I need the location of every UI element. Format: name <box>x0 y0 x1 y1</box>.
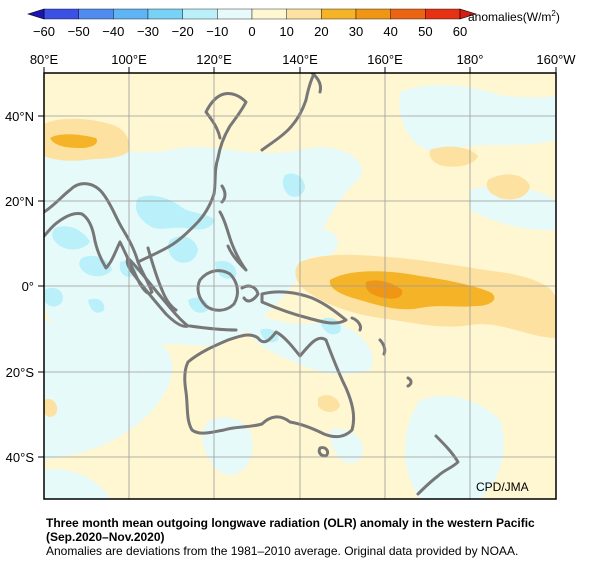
caption: Three month mean outgoing longwave radia… <box>46 516 596 559</box>
very-strong-positive-anomaly-areas <box>365 280 403 299</box>
colorbar-tick-label: −60 <box>33 24 55 39</box>
lon-label: 160°E <box>367 52 403 67</box>
coast-malay <box>146 246 178 312</box>
colorbar-tick-label: 0 <box>248 24 255 39</box>
colorbar-tick-label: −20 <box>172 24 194 39</box>
coast-kamchatka <box>310 73 322 94</box>
weak-negative-anomaly-areas <box>44 84 556 499</box>
coast-china <box>136 92 248 264</box>
caption-note: Anomalies are deviations from the 1981–2… <box>46 544 519 558</box>
coast-borneo <box>196 269 239 312</box>
colorbar-tick-label: −30 <box>137 24 159 39</box>
colorbar-tick-labels: −60 −50 −40 −30 −20 −10 0 10 20 30 40 50 60 <box>33 24 467 39</box>
credit-label: CPD/JMA <box>476 480 529 494</box>
graticule <box>44 73 556 499</box>
lon-label: 140°E <box>282 52 318 67</box>
coast-new-guinea <box>260 290 348 325</box>
lon-label: 180° <box>457 52 484 67</box>
colorbar-tick-label: 50 <box>418 24 432 39</box>
caption-title-line2: (Sep.2020–Nov.2020) <box>46 530 165 544</box>
colorbar-tick-label: −50 <box>68 24 90 39</box>
coastlines <box>44 73 460 496</box>
colorbar-tick-label: 30 <box>349 24 363 39</box>
lat-label: 0° <box>22 279 34 294</box>
lat-label: 20°N <box>5 194 34 209</box>
lon-label: 80°E <box>30 52 59 67</box>
colorbar-unit-label: anomalies(W/m2) <box>468 9 560 24</box>
lon-label: 120°E <box>196 52 232 67</box>
caption-title-line1: Three month mean outgoing longwave radia… <box>46 516 535 530</box>
coast-tasmania <box>317 446 330 458</box>
coast-philippines <box>218 210 248 272</box>
colorbar-tick-label: 20 <box>314 24 328 39</box>
lon-label: 100°E <box>111 52 147 67</box>
colorbar-left-arrow <box>26 8 45 20</box>
latitude-labels: 40°N 20°N 0° 20°S 40°S <box>5 109 34 465</box>
colorbar-tick-label: 40 <box>383 24 397 39</box>
coast-new-zealand <box>416 434 460 496</box>
colorbar: −60 −50 −40 −30 −20 −10 0 10 20 30 40 50 60 <box>26 8 478 39</box>
colorbar-tick-label: 60 <box>453 24 467 39</box>
colorbar-tick-label: 10 <box>279 24 293 39</box>
colorbar-tick-label: −40 <box>102 24 124 39</box>
longitude-labels: 80°E 100°E 120°E 140°E 160°E 180° 160°W <box>30 52 576 67</box>
coast-japan <box>260 73 316 152</box>
lat-label: 40°S <box>6 450 35 465</box>
axis-ticks <box>38 67 557 458</box>
colorbar-tick-label: −10 <box>206 24 228 39</box>
coast-sumatra <box>125 256 190 328</box>
lat-label: 40°N <box>5 109 34 124</box>
coast-pacific-islands <box>350 316 413 388</box>
coast-australia <box>183 330 356 439</box>
coast-java <box>188 324 238 332</box>
colorbar-right-arrow <box>459 8 478 20</box>
lon-label: 160°W <box>536 52 576 67</box>
colorbar-boxes <box>43 8 461 20</box>
lat-label: 20°S <box>6 365 35 380</box>
